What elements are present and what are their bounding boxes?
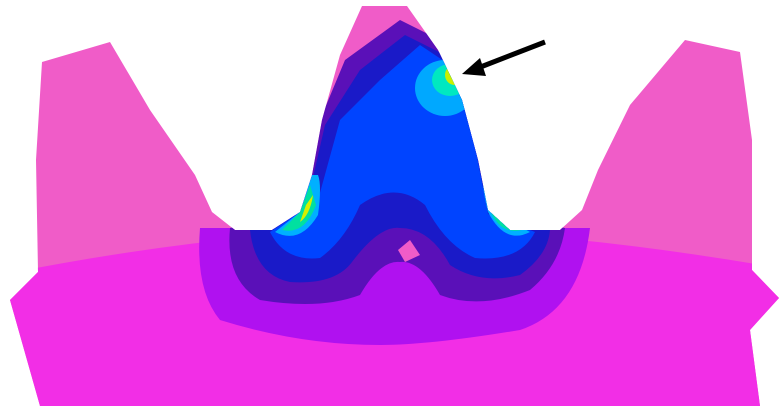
stress-plot (0, 0, 779, 408)
page (0, 0, 779, 408)
